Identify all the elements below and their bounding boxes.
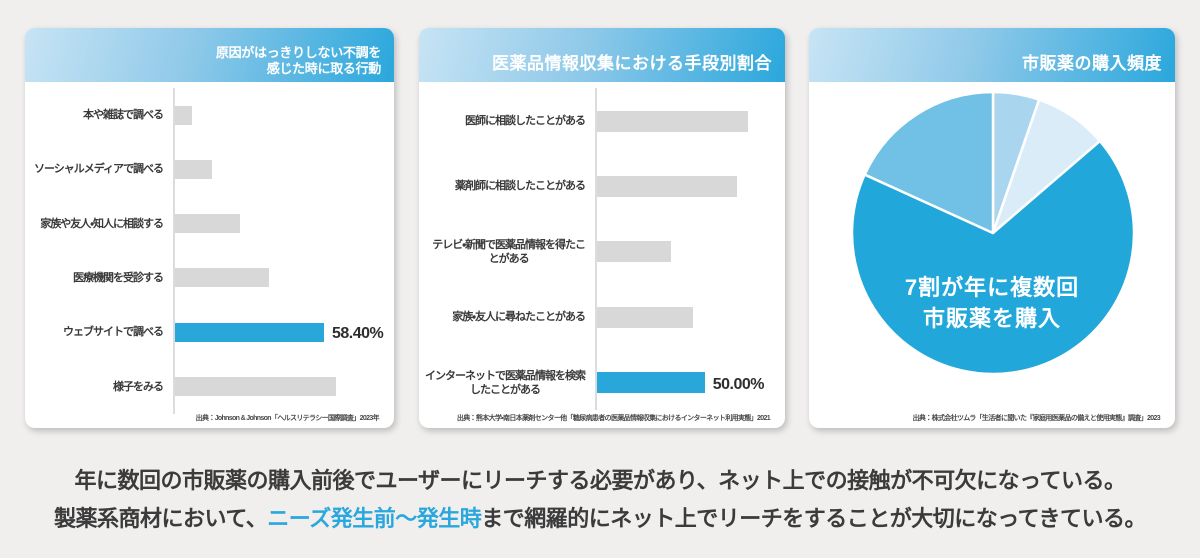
chart-axis [173,88,175,414]
bar [174,159,213,179]
bar [174,214,240,234]
bar-row: インターネットで医薬品情報を検索 したことがある 50.00% [419,361,785,405]
bar [596,110,749,132]
bar-category-label: 医師に相談したことがある [465,115,586,127]
bar-category-label: ウェブサイトで調べる [63,326,164,339]
panel-header: 原因がはっきりしない不調を 感じた時に取る行動 [25,28,394,82]
bar-label-box: ソーシャルメディアで調べる [25,162,164,176]
bar-label-box: 家族や友人・知人に相談する [25,217,164,231]
pie-slice-3 [863,90,995,235]
bar-row: テレビ・新聞で医薬品情報を得たこ とがある [419,230,785,274]
caption-line2-suffix: まで網羅的にネット上でリーチをすることが大切になってきている。 [481,506,1146,531]
bar-value-label: 50.00% [712,375,765,393]
bar [596,175,738,197]
source-note: 出典：Johnson & Johnson「ヘルスリテラシー国際調査」2023年 [195,415,380,422]
caption-line2-prefix: 製薬系商材において、 [54,506,268,531]
bar-label-box: インターネットで医薬品情報を検索 したことがある [419,369,586,397]
bar-category-label: ソーシャルメディアで調べる [33,163,164,176]
bar-category-label: テレビ・新聞で医薬品情報を得たこ とがある [432,238,586,265]
bar-category-label: 家族・友人に尋ねたことがある [452,311,586,324]
bar-row: 様子をみる [25,365,394,409]
pie-slice-2 [850,139,1136,376]
panel-header: 市販薬の購入頻度 [809,28,1175,82]
bar-category-label: 様子をみる [113,380,164,393]
pie-chart [850,90,1136,376]
bar-label-box: 様子をみる [25,380,164,394]
bar-row: 薬剤師に相談したことがある [419,164,785,208]
bar-label-box: 医療機関を受診する [25,271,164,285]
bar-highlighted [174,322,324,342]
caption-line-1: 年に数回の市販薬の購入前後でユーザーにリーチする必要があり、ネット上での接触が不… [74,468,1126,493]
bar-row: 家族・友人に尋ねたことがある [419,295,785,339]
chart-axis [595,88,597,410]
bar [174,268,269,288]
panel-actions-when-unwell: 原因がはっきりしない不調を 感じた時に取る行動 本や雑誌で調べるソーシャルメディ… [25,28,394,428]
bar-value-label: 58.40% [332,325,384,343]
panel-otc-purchase-frequency: 市販薬の購入頻度 7割が年に複数回 市販薬を購入 出典：株式会社ツムラ「生活者に… [809,28,1175,428]
bar [596,241,672,263]
bar-row: 本や雑誌で調べる [25,93,394,137]
caption-line2-highlight: ニーズ発生前～発生時 [267,506,482,531]
bar-row: 家族や友人・知人に相談する [25,202,394,246]
pie-center-label: 7割が年に複数回 市販薬を購入 [904,275,1080,331]
bar-category-label: インターネットで医薬品情報を検索 したことがある [425,369,586,396]
bar [596,306,694,328]
pie-chart-purchase-frequency: 7割が年に複数回 市販薬を購入 [809,82,1175,428]
caption: 年に数回の市販薬の購入前後でユーザーにリーチする必要があり、ネット上での接触が不… [0,462,1200,538]
bar-label-box: ウェブサイトで調べる [25,325,164,339]
bar-row: ウェブサイトで調べる 58.40% [25,310,394,354]
bar-row: 医師に相談したことがある [419,99,785,143]
bar-label-box: 薬剤師に相談したことがある [419,179,586,193]
bar-row: ソーシャルメディアで調べる [25,147,394,191]
bar-label-box: テレビ・新聞で医薬品情報を得たこ とがある [419,238,586,266]
bar-chart-actions: 本や雑誌で調べるソーシャルメディアで調べる家族や友人・知人に相談する医療機関を受… [25,82,394,428]
panel-header: 医薬品情報収集における手段別割合 [419,28,785,82]
bar-category-label: 医療機関を受診する [73,271,164,284]
source-note: 出典：熊本大学・南日本薬剤センター他「糖尿病患者の医薬品情報収集におけるインター… [456,415,771,422]
bar-category-label: 本や雑誌で調べる [83,109,164,121]
bar-row: 医療機関を受診する [25,256,394,300]
bar-chart-methods: 医師に相談したことがある薬剤師に相談したことがあるテレビ・新聞で医薬品情報を得た… [419,82,785,428]
bar-category-label: 家族や友人・知人に相談する [40,217,164,230]
panel-title: 原因がはっきりしない不調を 感じた時に取る行動 [215,44,381,76]
caption-line-2: 製薬系商材において、ニーズ発生前～発生時まで網羅的にネット上でリーチをすることが… [0,500,1200,538]
panel-info-gathering-methods: 医薬品情報収集における手段別割合 医師に相談したことがある薬剤師に相談したことが… [419,28,785,428]
bar-label-box: 本や雑誌で調べる [25,108,164,122]
panel-title: 医薬品情報収集における手段別割合 [492,53,772,73]
panel-title: 市販薬の購入頻度 [1022,53,1162,73]
bar [174,377,336,396]
bar-label-box: 家族・友人に尋ねたことがある [419,310,586,324]
bar-category-label: 薬剤師に相談したことがある [455,180,586,193]
bar-highlighted [596,372,705,394]
source-note: 出典：株式会社ツムラ「生活者に聞いた『家庭用医薬品の備えと使用実態』調査」202… [912,415,1161,422]
bar-label-box: 医師に相談したことがある [419,114,586,128]
bar [174,105,192,125]
